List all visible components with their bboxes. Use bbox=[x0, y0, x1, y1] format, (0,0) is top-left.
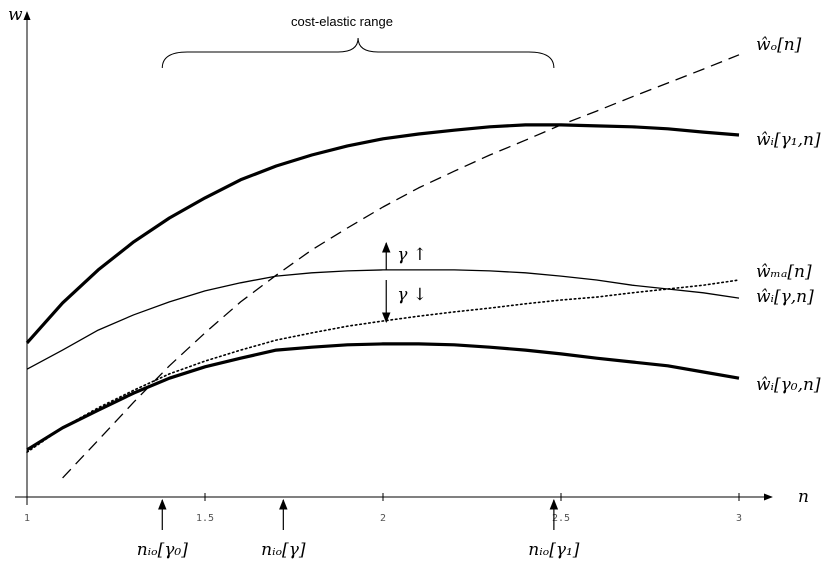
series-label: ŵᵢ[γ₁,n] bbox=[756, 130, 821, 150]
shift-label: γ ↓ bbox=[397, 285, 427, 305]
range-label: cost-elastic range bbox=[291, 14, 393, 29]
series-line bbox=[26, 269, 740, 370]
marker-label: nᵢₒ[γ₁] bbox=[528, 540, 580, 560]
y-axis-label: w bbox=[8, 5, 23, 25]
x-tick-label: 3 bbox=[736, 513, 742, 524]
series-line bbox=[26, 342, 740, 452]
series-label: ŵᵢ[γ,n] bbox=[756, 287, 814, 307]
x-tick-label: 2.5 bbox=[552, 513, 570, 524]
x-tick-label: 1.5 bbox=[196, 513, 214, 524]
series-label: ŵₘₐ[n] bbox=[756, 262, 812, 282]
x-tick-label: 1 bbox=[24, 513, 30, 524]
marker-label: nᵢₒ[γ₀] bbox=[137, 540, 189, 560]
marker-label: nᵢₒ[γ] bbox=[261, 540, 306, 560]
x-tick-label: 2 bbox=[380, 513, 386, 524]
series-line bbox=[25, 123, 740, 344]
x-axis-label: n bbox=[798, 487, 809, 507]
series-line bbox=[62, 54, 740, 479]
series-label: ŵₒ[n] bbox=[756, 35, 802, 55]
series-label: ŵᵢ[γ₀,n] bbox=[756, 375, 821, 395]
shift-label: γ ↑ bbox=[397, 245, 427, 265]
range-brace bbox=[161, 37, 555, 69]
series-line bbox=[26, 279, 740, 453]
